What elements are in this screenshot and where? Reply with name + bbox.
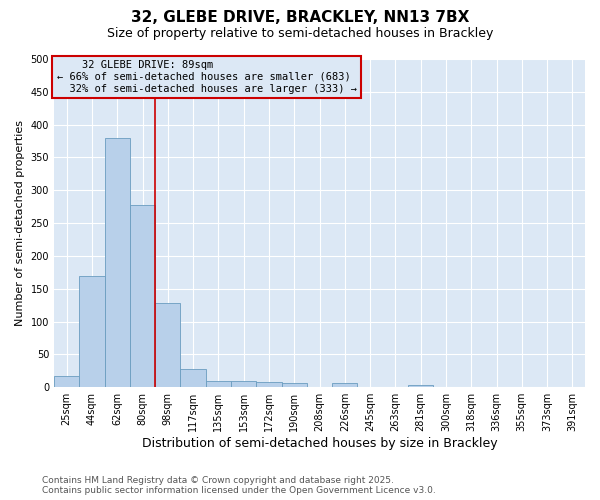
Bar <box>281 384 307 387</box>
Bar <box>206 382 231 387</box>
Bar <box>256 382 281 387</box>
Text: Contains HM Land Registry data © Crown copyright and database right 2025.
Contai: Contains HM Land Registry data © Crown c… <box>42 476 436 495</box>
Bar <box>130 204 155 387</box>
Bar <box>181 370 206 387</box>
Text: 32 GLEBE DRIVE: 89sqm
← 66% of semi-detached houses are smaller (683)
  32% of s: 32 GLEBE DRIVE: 89sqm ← 66% of semi-deta… <box>56 60 356 94</box>
Bar <box>231 382 256 387</box>
Bar <box>155 303 181 387</box>
Bar <box>79 276 104 387</box>
Bar <box>332 384 358 387</box>
Y-axis label: Number of semi-detached properties: Number of semi-detached properties <box>15 120 25 326</box>
Text: Size of property relative to semi-detached houses in Brackley: Size of property relative to semi-detach… <box>107 28 493 40</box>
Bar <box>408 385 433 387</box>
Text: 32, GLEBE DRIVE, BRACKLEY, NN13 7BX: 32, GLEBE DRIVE, BRACKLEY, NN13 7BX <box>131 10 469 25</box>
X-axis label: Distribution of semi-detached houses by size in Brackley: Distribution of semi-detached houses by … <box>142 437 497 450</box>
Bar <box>54 376 79 387</box>
Bar <box>104 138 130 387</box>
